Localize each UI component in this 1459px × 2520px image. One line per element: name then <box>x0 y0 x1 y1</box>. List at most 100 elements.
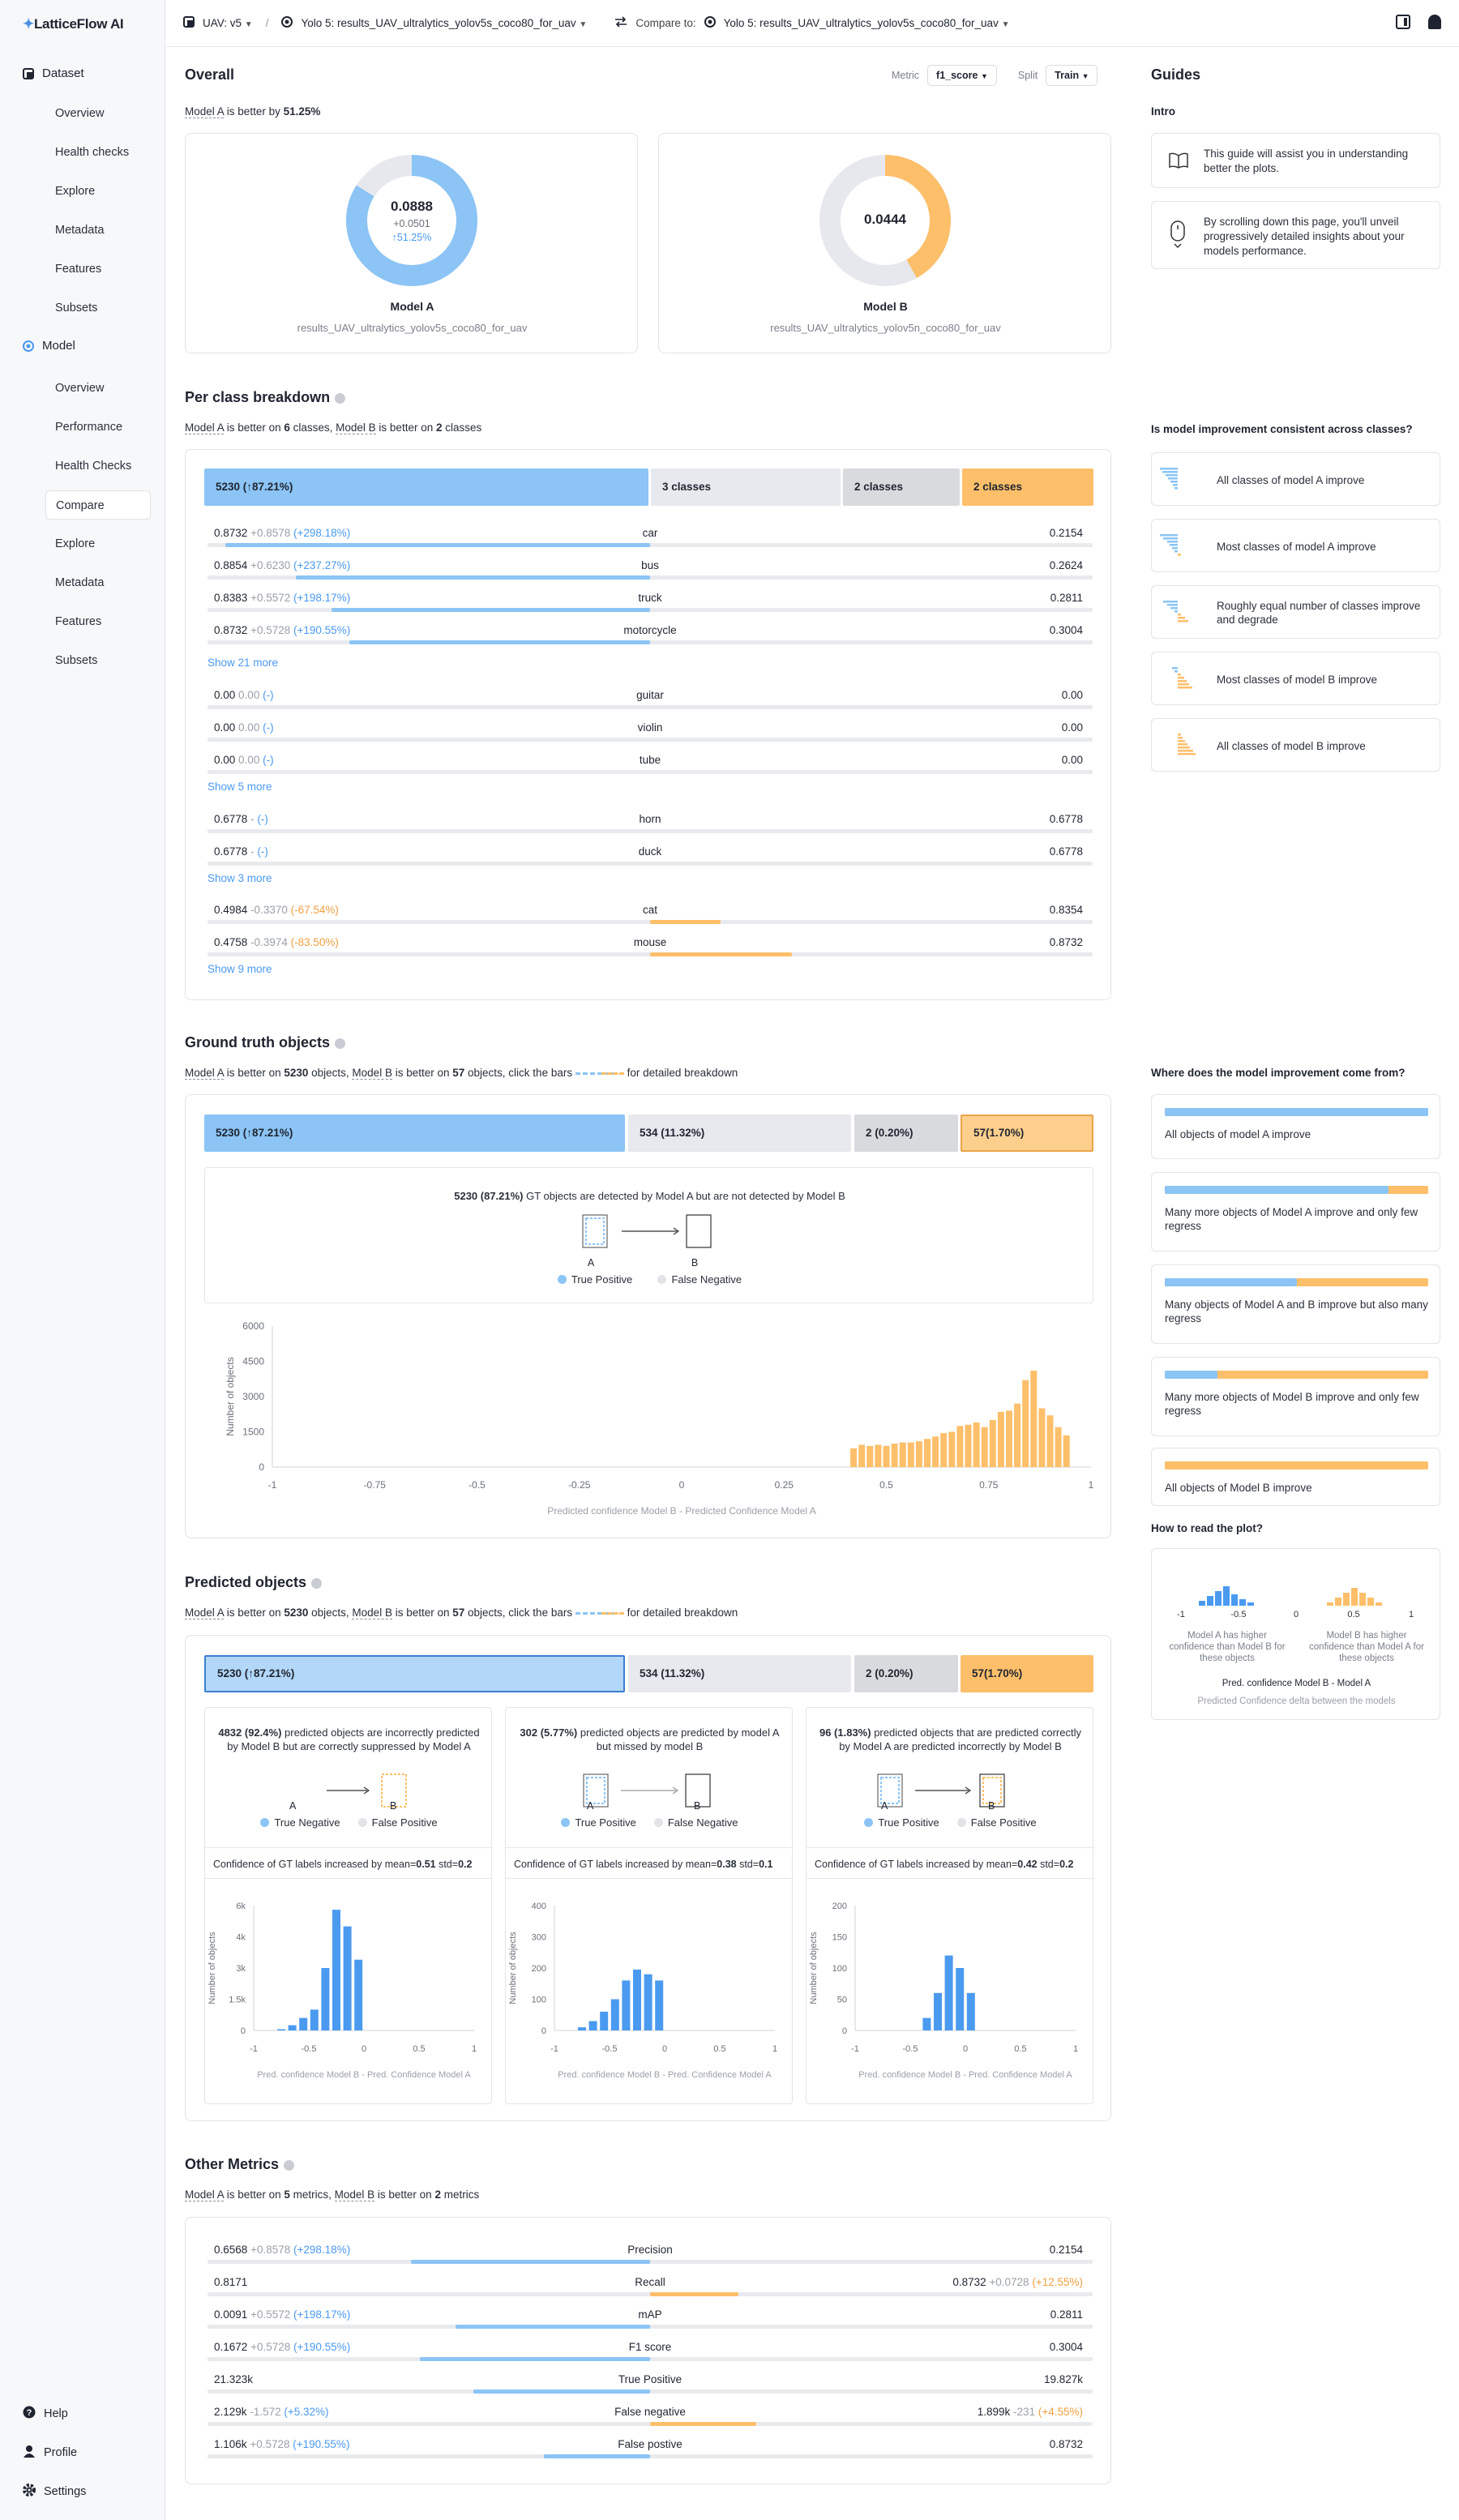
class-row-car[interactable]: 0.8732 +0.8578 (+298.18%) car 0.2154 <box>208 520 1093 553</box>
histogram-bar[interactable] <box>922 2017 931 2030</box>
histogram-bar[interactable] <box>875 1444 882 1467</box>
metric-row-precision[interactable]: 0.6568 +0.8578 (+298.18%) Precision 0.21… <box>208 2237 1093 2270</box>
model-a-card[interactable]: 0.0888 +0.0501 ↑51.25% Model A results_U… <box>185 133 638 353</box>
sidebar-profile[interactable]: Profile <box>23 2445 77 2461</box>
sidebar-item-model-performance[interactable]: Performance <box>55 421 123 434</box>
class-row-truck[interactable]: 0.8383 +0.5572 (+198.17%) truck 0.2811 <box>208 585 1093 618</box>
histogram-bar[interactable] <box>1038 1408 1046 1468</box>
histogram-bar[interactable] <box>981 1427 988 1467</box>
class-row-guitar[interactable]: 0.00 0.00 (-) guitar 0.00 <box>208 682 1093 715</box>
info-icon[interactable] <box>311 1577 323 1589</box>
histogram-bar[interactable] <box>883 1445 890 1467</box>
histogram-bar[interactable] <box>956 1968 965 2030</box>
consistency-card-2[interactable]: Most classes of model A improve <box>1151 519 1440 572</box>
histogram-bar[interactable] <box>622 1980 631 2030</box>
model-a-selector[interactable]: Yolo 5: results_UAV_ultralytics_yolov5s_… <box>301 17 588 29</box>
class-row-mouse[interactable]: 0.4758 -0.3974 (-83.50%) mouse 0.8732 <box>208 930 1093 962</box>
consistency-card-5[interactable]: All classes of model B improve <box>1151 718 1440 772</box>
metric-row-f1-score[interactable]: 0.1672 +0.5728 (+190.55%) F1 score 0.300… <box>208 2334 1093 2367</box>
pred-bar-a-slight[interactable]: 534 (11.32%) <box>628 1655 851 1692</box>
histogram-bar[interactable] <box>948 1431 956 1468</box>
histogram-bar[interactable] <box>956 1426 964 1467</box>
model-b-card[interactable]: 0.0444 Model B results_UAV_ultralytics_y… <box>658 133 1111 353</box>
histogram-bar[interactable] <box>1046 1415 1054 1467</box>
sidebar-item-model-subsets[interactable]: Subsets <box>55 654 98 667</box>
source-card-5[interactable]: All objects of Model B improve <box>1151 1448 1440 1506</box>
sidebar-item-model-explore[interactable]: Explore <box>55 537 96 550</box>
histogram-bar[interactable] <box>907 1442 914 1467</box>
class-bar-b-better[interactable]: 2 classes <box>962 468 1093 506</box>
info-icon[interactable] <box>284 2159 295 2171</box>
info-icon[interactable] <box>335 392 346 404</box>
class-bar-a-better[interactable]: 5230 (↑87.21%) <box>204 468 648 506</box>
show-more-neutral[interactable]: Show 5 more <box>208 781 272 793</box>
histogram-bar[interactable] <box>850 1448 858 1467</box>
class-row-violin[interactable]: 0.00 0.00 (-) violin 0.00 <box>208 715 1093 747</box>
pred-panel-3[interactable]: 96 (1.83%) predicted objects that are pr… <box>806 1707 1094 2104</box>
histogram-bar[interactable] <box>932 1436 939 1467</box>
class-bar-a-slight[interactable]: 3 classes <box>651 468 841 506</box>
gt-bar-a-slight[interactable]: 534 (11.32%) <box>628 1115 851 1152</box>
class-bar-b-slight[interactable]: 2 classes <box>843 468 960 506</box>
histogram-bar[interactable] <box>610 1999 619 2031</box>
sidebar-item-model-metadata[interactable]: Metadata <box>55 576 105 589</box>
dataset-selector[interactable]: UAV: v5 ▼ <box>203 17 253 29</box>
histogram-bar[interactable] <box>1055 1427 1062 1467</box>
sidebar-item-dataset-health-checks[interactable]: Health checks <box>55 146 130 159</box>
histogram-bar[interactable] <box>858 1444 866 1467</box>
metric-row-map[interactable]: 0.0091 +0.5572 (+198.17%) mAP 0.2811 <box>208 2302 1093 2334</box>
histogram-bar[interactable] <box>288 2025 297 2030</box>
gt-bar-b-better[interactable]: 57(1.70%) <box>961 1115 1093 1152</box>
metric-row-false-negative[interactable]: 2.129k -1.572 (+5.32%) False negative 1.… <box>208 2399 1093 2432</box>
sidebar-item-dataset-metadata[interactable]: Metadata <box>55 224 105 237</box>
sidebar-item-dataset-subsets[interactable]: Subsets <box>55 302 98 314</box>
class-row-tube[interactable]: 0.00 0.00 (-) tube 0.00 <box>208 747 1093 780</box>
source-card-2[interactable]: Many more objects of Model A improve and… <box>1151 1172 1440 1251</box>
pred-bar-a-better[interactable]: 5230 (↑87.21%) <box>204 1655 625 1692</box>
pred-panel-1[interactable]: 4832 (92.4%) predicted objects are incor… <box>204 1707 493 2104</box>
show-more-b[interactable]: Show 9 more <box>208 963 272 975</box>
sidebar-settings[interactable]: Settings <box>23 2484 86 2500</box>
class-row-horn[interactable]: 0.6778 - (-) horn 0.6778 <box>208 806 1093 839</box>
pred-panel-2[interactable]: 302 (5.77%) predicted objects are predic… <box>505 1707 794 2104</box>
histogram-bar[interactable] <box>354 1959 363 2030</box>
histogram-bar[interactable] <box>644 1974 652 2030</box>
split-select[interactable]: Train ▼ <box>1046 65 1098 86</box>
metric-select[interactable]: f1_score ▼ <box>927 65 997 86</box>
metric-row-recall[interactable]: 0.8171 Recall 0.8732 +0.0728 (+12.55%) <box>208 2270 1093 2302</box>
model-b-selector[interactable]: Yolo 5: results_UAV_ultralytics_yolov5s_… <box>723 17 1010 29</box>
histogram-bar[interactable] <box>899 1442 906 1467</box>
histogram-bar[interactable] <box>277 2029 285 2030</box>
class-row-duck[interactable]: 0.6778 - (-) duck 0.6778 <box>208 839 1093 871</box>
histogram-bar[interactable] <box>934 1992 942 2030</box>
sidebar-item-dataset-overview[interactable]: Overview <box>55 107 105 120</box>
source-card-4[interactable]: Many more objects of Model B improve and… <box>1151 1357 1440 1436</box>
consistency-card-3[interactable]: Roughly equal number of classes improve … <box>1151 585 1440 639</box>
histogram-bar[interactable] <box>1030 1371 1038 1467</box>
histogram-bar[interactable] <box>600 2011 609 2030</box>
show-more-a[interactable]: Show 21 more <box>208 657 279 669</box>
metric-row-false-postive[interactable]: 1.106k +0.5728 (+190.55%) False postive … <box>208 2432 1093 2464</box>
histogram-bar[interactable] <box>332 1910 340 2030</box>
histogram-bar[interactable] <box>924 1439 931 1467</box>
histogram-bar[interactable] <box>1063 1435 1070 1467</box>
consistency-card-4[interactable]: Most classes of model B improve <box>1151 652 1440 705</box>
histogram-bar[interactable] <box>343 1926 352 2030</box>
bell-icon[interactable] <box>1428 15 1441 29</box>
histogram-bar[interactable] <box>1022 1380 1029 1467</box>
gt-bar-b-slight[interactable]: 2 (0.20%) <box>854 1115 958 1152</box>
show-more-equal[interactable]: Show 3 more <box>208 872 272 884</box>
source-card-3[interactable]: Many objects of Model A and B improve bu… <box>1151 1264 1440 1344</box>
panel-toggle-icon[interactable] <box>1396 15 1410 29</box>
histogram-bar[interactable] <box>299 2017 308 2030</box>
sidebar-section-dataset[interactable]: Dataset <box>23 66 84 80</box>
pred-bar-b-better[interactable]: 57(1.70%) <box>961 1655 1093 1692</box>
class-row-motorcycle[interactable]: 0.8732 +0.5728 (+190.55%) motorcycle 0.3… <box>208 618 1093 650</box>
histogram-bar[interactable] <box>655 1980 664 2030</box>
sidebar-item-dataset-explore[interactable]: Explore <box>55 185 96 198</box>
histogram-bar[interactable] <box>997 1411 1004 1467</box>
sidebar-item-model-overview[interactable]: Overview <box>55 382 105 395</box>
class-row-cat[interactable]: 0.4984 -0.3370 (-67.54%) cat 0.8354 <box>208 897 1093 930</box>
histogram-bar[interactable] <box>1014 1403 1021 1467</box>
histogram-bar[interactable] <box>1006 1410 1012 1467</box>
